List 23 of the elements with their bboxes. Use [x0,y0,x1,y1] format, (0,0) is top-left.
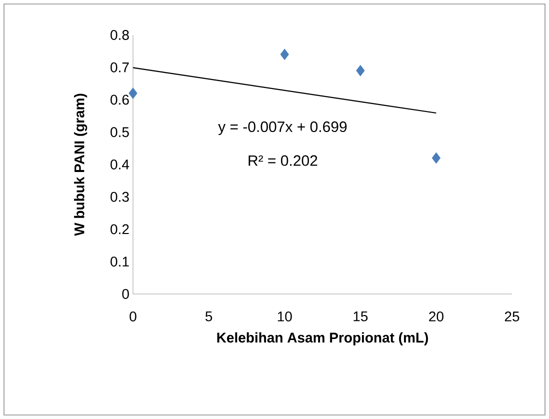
y-tick-label: 0.1 [110,256,129,267]
x-tick-label: 10 [278,312,292,322]
y-tick-label: 0.6 [110,94,129,105]
x-tick-label: 25 [504,312,520,322]
y-tick-label: 0.3 [110,192,129,202]
point [432,152,441,164]
point [356,64,365,76]
annotation: R² = 0.202 [248,155,318,166]
point [280,48,289,60]
x-tick-label: 20 [429,312,444,322]
y-tick-label: 0.8 [110,30,129,40]
y-tick-label: 0 [122,289,129,299]
annotation: y = -0.007x + 0.699 [218,121,347,136]
x-tick-label: 0 [130,312,136,322]
x-tick-label: 15 [354,312,368,322]
y-axis-title: W bubuk PANI (gram) [74,94,88,236]
y-tick-label: 0.2 [110,224,129,234]
x-tick-label: 5 [205,312,212,322]
y-tick-label: 0.4 [110,160,130,170]
point [128,88,138,99]
x-axis-title: Kelebihan Asam Propionat (mL) [217,332,428,346]
y-tick-label: 0.5 [110,127,129,138]
y-tick-label: 0.7 [110,62,129,72]
